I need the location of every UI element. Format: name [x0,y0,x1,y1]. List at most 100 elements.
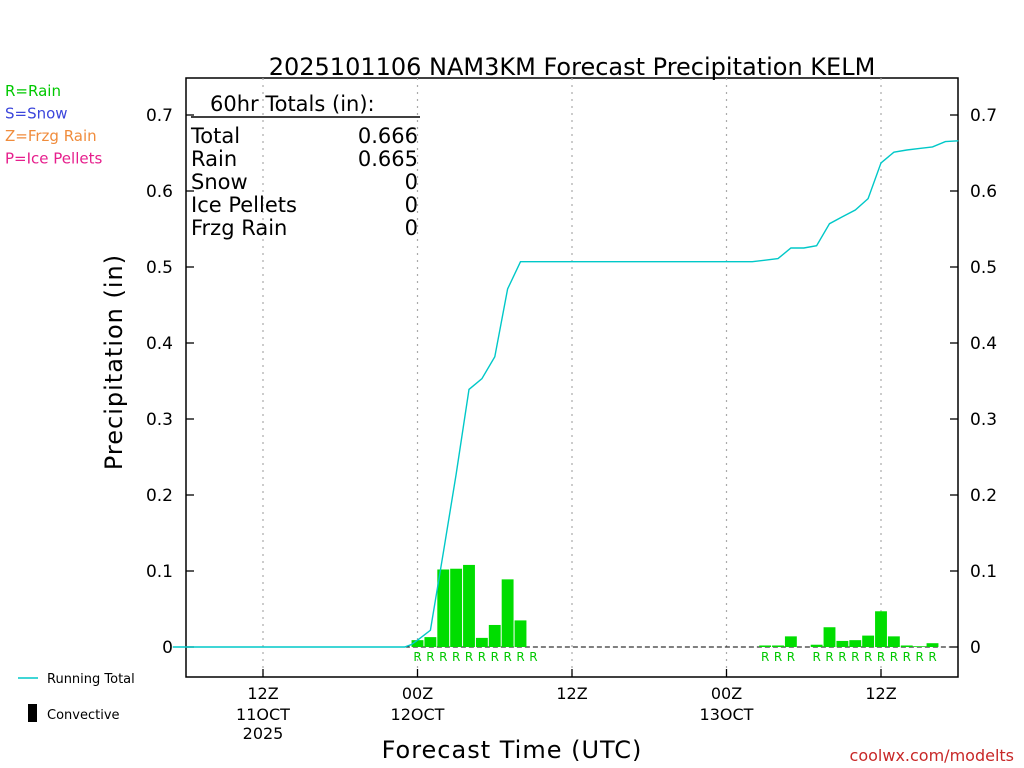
type-legend-item: R=Rain [5,82,61,100]
rain-bar [784,636,797,647]
y-axis-left: 0 0.1 0.2 0.3 0.4 0.5 0.6 0.7 [146,106,194,658]
type-legend-item: S=Snow [5,105,68,123]
x-tick-label: 00Z [402,684,433,703]
totals-row-label: Snow [191,170,248,194]
totals-row-label: Ice Pellets [191,193,297,217]
totals-row-value: 0.666 [358,124,418,148]
y-tick-label: 0.5 [970,258,997,278]
totals-row-label: Frzg Rain [191,216,287,240]
rain-bar [463,564,475,647]
precip-type-label: R [864,650,872,664]
precip-type-label: R [413,650,421,664]
bottom-legend: Running Total Convective [18,672,135,723]
rain-bar [849,640,862,647]
rain-bar [501,579,514,647]
rain-bar [450,568,463,647]
y-axis-right: 0 0.1 0.2 0.3 0.4 0.5 0.6 0.7 [950,106,997,658]
precip-type-label: R [761,650,769,664]
x-tick-date: 11OCT [236,705,290,724]
precip-type-legend: R=Rain S=Snow Z=Frzg Rain P=Ice Pellets [5,82,102,168]
y-tick-label: 0.2 [146,486,173,506]
x-tick-date: 12OCT [391,705,445,724]
rain-bar [810,644,823,647]
rain-bar [900,645,913,647]
y-tick-label: 0.6 [146,182,173,202]
x-tick-year: 2025 [243,724,284,743]
totals-box: 60hr Totals (in): Total 0.666 Rain 0.665 Sno… [190,92,420,240]
plot-frame [185,77,959,678]
y-tick-label: 0.5 [146,258,173,278]
rain-bar [913,646,926,647]
type-legend-item: Z=Frzg Rain [5,127,97,145]
precip-type-label: R [825,650,833,664]
running-total-legend-label: Running Total [47,672,135,687]
running-total-line [172,140,959,648]
y-tick-label: 0.3 [146,410,173,430]
y-axis-label: Precipitation (in) [100,254,128,470]
rain-bar [875,611,887,647]
rain-bar [475,637,488,647]
x-tick-label: 12Z [556,684,587,703]
x-tick-label: 12Z [247,684,278,703]
type-legend-item: P=Ice Pellets [5,150,102,168]
totals-row-value: 0.665 [358,147,418,171]
precip-type-label: R [812,650,820,664]
y-tick-label: 0.1 [970,562,997,582]
totals-row-value: 0 [405,216,418,240]
rain-bar [836,640,849,647]
y-tick-label: 0.4 [970,334,997,354]
chart-title: 2025101106 NAM3KM Forecast Precipitation… [269,53,876,81]
convective-legend-swatch [28,704,37,722]
rain-bar [862,635,875,647]
precip-type-label: R [465,650,473,664]
credit-text: coolwx.com/modelts [850,746,1014,765]
totals-row-label: Total [190,124,240,148]
precip-type-label: R [774,650,782,664]
precip-type-label: R [491,650,499,664]
y-tick-label: 0.3 [970,410,997,430]
precip-type-label: R [529,650,537,664]
y-tick-label: 0.7 [970,106,997,126]
y-tick-label: 0.1 [146,562,173,582]
rain-bar [437,569,450,647]
precip-type-label: R [787,650,795,664]
rain-bars [411,564,939,647]
rain-bar [772,645,784,647]
precip-type-label: R [877,650,885,664]
convective-legend-label: Convective [47,708,120,723]
precip-type-label: R [426,650,434,664]
rain-bar [887,636,900,647]
totals-row-value: 0 [405,193,418,217]
precip-type-label: R [478,650,486,664]
precip-type-label: R [516,650,524,664]
rain-bar [424,637,437,647]
x-tick-label: 00Z [711,684,742,703]
rain-bar [759,645,772,647]
rain-bar [514,620,527,647]
precip-type-label: R [851,650,859,664]
precip-type-label: R [928,650,936,664]
precip-type-label: R [452,650,460,664]
grid-lines [262,78,882,677]
y-tick-label: 0 [970,638,981,658]
rain-bar [488,624,501,647]
precip-type-label: R [915,650,923,664]
totals-header: 60hr Totals (in): [210,92,375,116]
totals-row-label: Rain [191,147,237,171]
precip-type-label: R [503,650,511,664]
x-tick-date: 13OCT [700,705,754,724]
y-tick-label: 0.7 [146,106,173,126]
rain-bar [926,643,939,647]
totals-row-value: 0 [405,170,418,194]
precip-type-label: R [903,650,911,664]
y-tick-label: 0.6 [970,182,997,202]
y-tick-label: 0 [162,638,173,658]
y-tick-label: 0.2 [970,486,997,506]
precip-type-label: R [838,650,846,664]
y-tick-label: 0.4 [146,334,173,354]
rain-bar [411,640,424,647]
x-axis-label: Forecast Time (UTC) [382,736,643,764]
